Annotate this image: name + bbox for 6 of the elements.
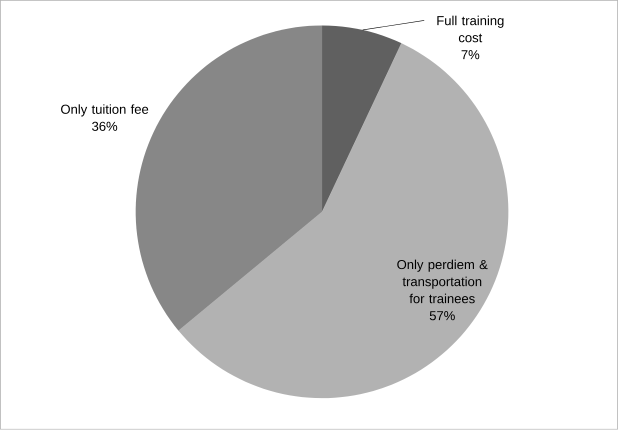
slice-label: Only tuition fee (61, 104, 148, 117)
slice-label: Full training cost (437, 16, 504, 42)
data-label: 57% (430, 311, 455, 320)
slice-label: Only perdiem & transportation for trainees (397, 260, 488, 304)
data-label: 7% (462, 50, 480, 60)
data-label: 36% (92, 122, 118, 132)
